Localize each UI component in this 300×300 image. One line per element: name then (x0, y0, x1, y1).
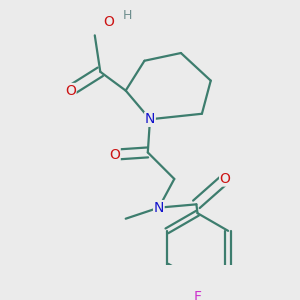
Text: O: O (65, 84, 76, 98)
Text: N: N (145, 112, 155, 126)
Text: O: O (104, 15, 115, 29)
Text: N: N (154, 201, 164, 215)
Text: F: F (194, 290, 202, 300)
Text: H: H (123, 9, 133, 22)
Text: O: O (109, 148, 120, 162)
Text: O: O (220, 172, 230, 186)
